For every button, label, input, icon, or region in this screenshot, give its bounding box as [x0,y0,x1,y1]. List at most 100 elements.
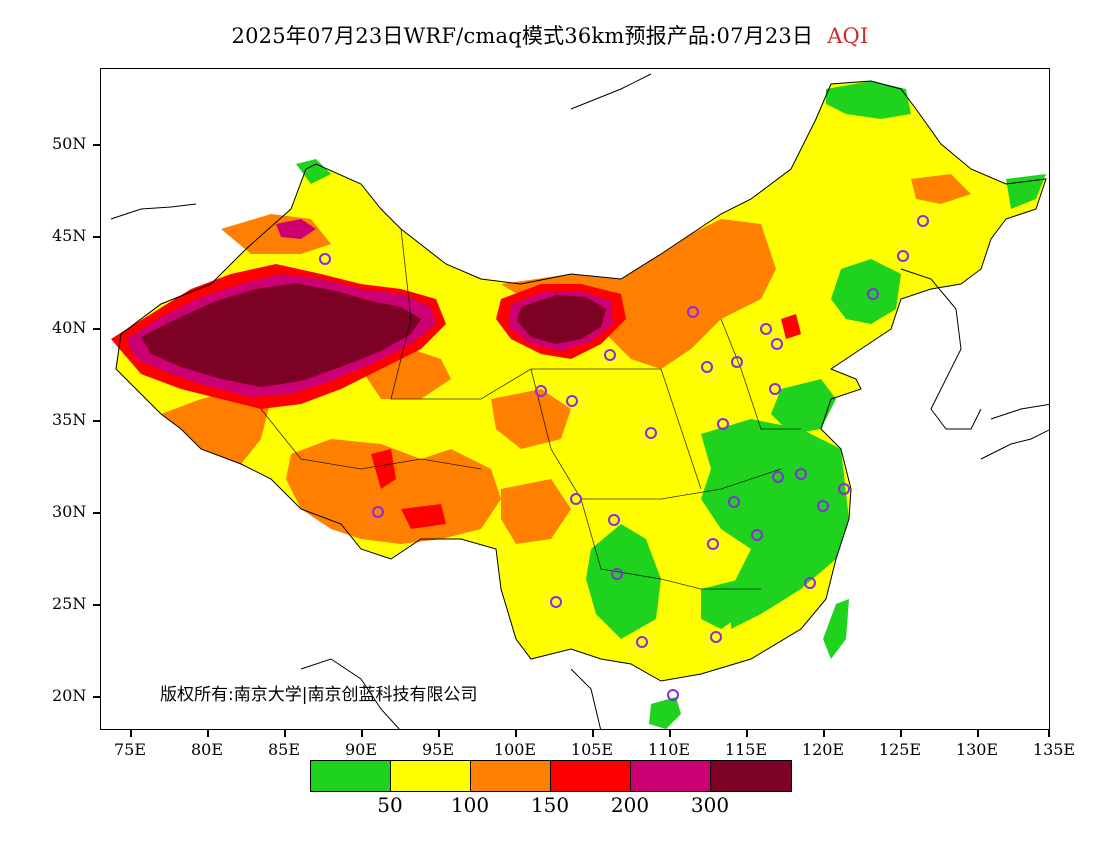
green-south [701,579,751,629]
colorbar-label-100: 100 [450,793,490,817]
lat-tick [93,328,100,330]
lon-label-90e: 90E [344,740,378,759]
orange-central-west [491,389,571,449]
lon-tick [515,730,517,737]
aqi-map [110,73,1049,729]
green-taiwan [823,599,849,659]
orange-sichuan [501,479,571,544]
site-marker [731,356,743,368]
lon-label-130e: 130E [955,740,999,759]
site-marker [717,418,729,430]
coastline-southeast-asia [300,658,602,729]
colorbar-label-200: 200 [610,793,650,817]
site-marker [645,427,657,439]
lon-tick [284,730,286,737]
site-marker [838,483,850,495]
lon-label-75e: 75E [113,740,147,759]
site-marker [550,596,562,608]
red-beijing [781,314,801,339]
site-marker [897,250,909,262]
lon-label-85e: 85E [267,740,301,759]
site-marker [804,577,816,589]
site-marker [707,538,719,550]
site-marker [372,506,384,518]
province-borders [260,228,801,590]
coastline-korea [900,268,982,430]
lon-tick [592,730,594,737]
lat-tick [93,236,100,238]
site-marker [771,338,783,350]
green-east-central [771,379,836,434]
colorbar-segment-orange [471,761,551,791]
title-variable: AQI [827,24,869,48]
lon-tick [1048,730,1050,737]
green-hainan [649,697,681,729]
colorbar-label-150: 150 [530,793,570,817]
lat-tick [93,512,100,514]
map-frame [100,68,1050,730]
site-marker [710,631,722,643]
site-marker [566,395,578,407]
site-marker [728,496,740,508]
colorbar-label-300: 300 [690,793,730,817]
maroon-taklamakan [141,283,421,387]
lon-tick [823,730,825,737]
orange-north-central [501,219,776,369]
site-marker [636,636,648,648]
lon-label-80e: 80E [190,740,224,759]
lat-label-50n: 50N [52,134,87,153]
lat-label-35n: 35N [52,410,87,429]
lon-label-125e: 125E [878,740,922,759]
site-marker [917,215,929,227]
copyright-text: 版权所有:南京大学|南京创蓝科技有限公司 [160,685,478,705]
lat-label-45n: 45N [52,226,87,245]
red-tibet-spot-2 [401,504,446,529]
lon-tick [977,730,979,737]
site-marker [319,253,331,265]
lon-tick [361,730,363,737]
title-main: 2025年07月23日WRF/cmaq模式36km预报产品:07月23日 [231,24,814,48]
site-marker [751,529,763,541]
site-marker [687,306,699,318]
coastline-russia [110,73,652,220]
lat-label-30n: 30N [52,502,87,521]
lon-tick [900,730,902,737]
site-marker [867,288,879,300]
lon-label-115e: 115E [724,740,768,759]
lat-label-20n: 20N [52,686,87,705]
site-marker [608,514,620,526]
colorbar-segment-maroon [711,761,791,791]
lon-label-105e: 105E [570,740,614,759]
lon-tick [207,730,209,737]
site-marker [795,468,807,480]
lon-tick [130,730,132,737]
maroon-gansu [517,295,606,344]
lat-tick [93,604,100,606]
orange-inner-mongolia-n [911,174,971,204]
site-marker [667,689,679,701]
red-tibet-spot [371,449,396,489]
colorbar-segment-red [551,761,631,791]
lat-tick [93,144,100,146]
green-southeast [701,419,849,629]
aqi-colorbar [310,760,792,792]
lon-label-135e: 135E [1032,740,1076,759]
lon-tick [746,730,748,737]
site-marker [760,323,772,335]
lat-tick [93,420,100,422]
lon-label-100e: 100E [493,740,537,759]
colorbar-segment-green [311,761,391,791]
lon-tick [669,730,671,737]
site-marker [535,385,547,397]
site-marker [611,568,623,580]
green-southwest [586,524,661,639]
site-marker [769,383,781,395]
map-title: 2025年07月23日WRF/cmaq模式36km预报产品:07月23日 AQI [0,20,1100,50]
monitoring-sites [319,215,929,701]
lon-tick [438,730,440,737]
lat-label-25n: 25N [52,594,87,613]
site-marker [817,500,829,512]
green-northeast [826,81,911,119]
colorbar-segment-magenta [631,761,711,791]
lon-label-120e: 120E [801,740,845,759]
